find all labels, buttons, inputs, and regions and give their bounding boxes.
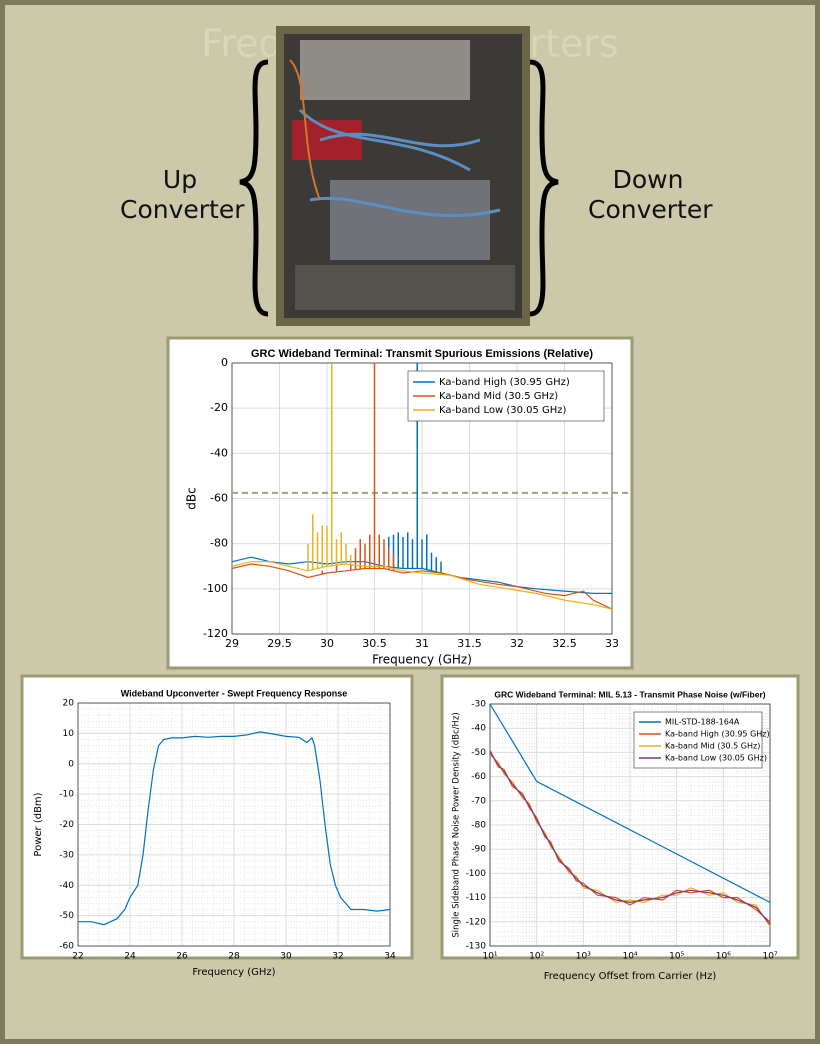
y-tick-label: -60: [210, 492, 228, 505]
legend-label: Ka-band Mid (30.5 GHz): [439, 391, 558, 402]
y-tick-label: -60: [471, 772, 486, 782]
y-tick-label: -20: [59, 820, 74, 830]
x-tick-label: 10⁵: [669, 952, 684, 962]
series-line: [489, 749, 771, 923]
x-tick-label: 30: [320, 637, 334, 650]
legend-label: Ka-band Low (30.05 GHz): [665, 754, 767, 763]
x-tick-label: 10⁷: [762, 952, 777, 962]
x-tick-label: 28: [228, 952, 240, 962]
chart: 29 29.5 30 30.5 31 31.5 32 32.5 33 -120 -100 -80 -60…: [166, 336, 634, 670]
y-tick-label: -50: [59, 911, 74, 921]
x-axis-label: Frequency (GHz): [372, 653, 472, 667]
x-tick-label: 32: [510, 637, 524, 650]
x-tick-label: 30.5: [362, 637, 387, 650]
y-tick-label: 10: [63, 729, 75, 739]
x-tick-label: 33: [605, 637, 619, 650]
plot-frame: [489, 703, 771, 947]
y-tick-label: -60: [59, 942, 74, 952]
y-tick-label: -120: [203, 627, 228, 640]
y-tick-label: -100: [466, 869, 487, 879]
series-line: [489, 754, 771, 927]
y-tick-label: -70: [471, 796, 486, 806]
plot-frame: [77, 702, 391, 947]
legend-box: [407, 370, 605, 422]
chart-panel: [20, 674, 414, 960]
x-axis-label: Frequency (GHz): [192, 967, 275, 978]
x-axis-label: Frequency Offset from Carrier (Hz): [544, 971, 717, 982]
y-axis-label: dBc: [185, 487, 199, 509]
x-tick-label: 29: [225, 637, 239, 650]
legend-label: Ka-band Mid (30.5 GHz): [665, 742, 760, 751]
chart-title: GRC Wideband Terminal: Transmit Spurious…: [251, 348, 593, 360]
x-tick-label: 24: [124, 952, 136, 962]
chart-title: GRC Wideband Terminal: MIL 5.13 - Transm…: [494, 689, 765, 699]
chart: 22 24 26 28 30 32 34 -60 -50 -40 -30 -20 -10 0 10 20 Wid…: [20, 674, 414, 978]
y-tick-label: -120: [466, 917, 487, 927]
series-line: [489, 703, 771, 903]
x-tick-label: 10⁴: [622, 952, 637, 962]
y-tick-label: -50: [471, 748, 486, 758]
y-axis-label: Single Sideband Phase Noise Power Densit…: [452, 712, 462, 937]
y-tick-label: -80: [210, 537, 228, 550]
y-tick-label: -30: [471, 700, 486, 710]
y-tick-label: -110: [466, 893, 487, 903]
x-tick-label: 31: [415, 637, 429, 650]
y-tick-label: 0: [68, 759, 74, 769]
y-tick-label: -30: [59, 850, 74, 860]
down-converter-label: Down Converter: [588, 165, 713, 224]
photo: [276, 26, 530, 326]
y-tick-label: 0: [221, 356, 228, 369]
right-brace: [529, 59, 559, 317]
y-tick-label: -100: [203, 582, 228, 595]
y-tick-label: -20: [210, 401, 228, 414]
y-tick-label: -80: [471, 821, 486, 831]
y-tick-label: 20: [63, 699, 75, 709]
series-line: [231, 561, 613, 610]
x-tick-label: 10¹: [482, 952, 497, 962]
y-tick-label: -130: [466, 942, 487, 952]
x-tick-label: 10³: [576, 952, 591, 962]
x-tick-label: 30: [280, 952, 292, 962]
y-tick-label: -40: [471, 724, 486, 734]
legend-label: Ka-band Low (30.05 GHz): [439, 405, 567, 416]
plot-frame: [231, 362, 613, 635]
left-brace: [239, 59, 269, 317]
x-tick-label: 29.5: [267, 637, 292, 650]
chart-title: Wideband Upconverter - Swept Frequency R…: [121, 688, 347, 698]
x-tick-label: 32: [332, 952, 343, 962]
legend-label: Ka-band High (30.95 GHz): [665, 730, 770, 739]
y-tick-label: -40: [210, 446, 228, 459]
series-line: [489, 752, 771, 925]
up-converter-label: Up Converter: [120, 165, 245, 224]
series-line: [78, 731, 391, 926]
x-tick-label: 26: [176, 952, 188, 962]
x-tick-label: 34: [384, 952, 396, 962]
x-tick-label: 32.5: [552, 637, 577, 650]
chart: 10¹ 10² 10³ 10⁴ 10⁵ 10⁶ 10⁷ -130 -120 -110 -100 -90…: [440, 674, 800, 982]
x-tick-label: 10²: [529, 952, 544, 962]
x-tick-label: 10⁶: [716, 952, 731, 962]
x-tick-label: 31.5: [457, 637, 482, 650]
y-tick-label: -90: [471, 845, 486, 855]
y-tick-label: -10: [59, 790, 74, 800]
legend-label: Ka-band High (30.95 GHz): [439, 377, 570, 388]
x-tick-label: 22: [72, 952, 83, 962]
y-tick-label: -40: [59, 881, 74, 891]
y-axis-label: Power (dBm): [33, 792, 44, 856]
legend-label: MIL-STD-188-164A: [665, 718, 740, 727]
